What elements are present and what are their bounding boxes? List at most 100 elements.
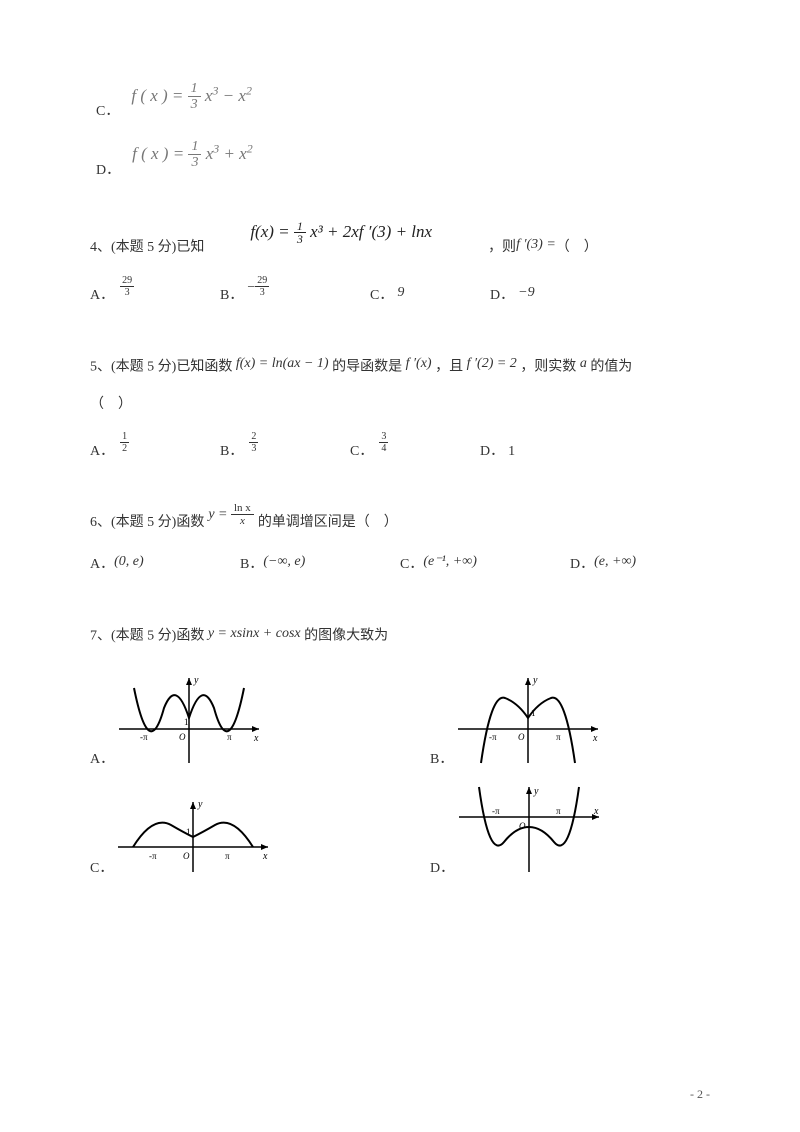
graph-b: y x 1 O -π π xyxy=(453,673,603,768)
q7-d-label: D． xyxy=(430,857,454,877)
opt-d-formula: f ( x ) = 13 x3 + x2 xyxy=(132,140,253,170)
den: 3 xyxy=(188,155,201,170)
q5-b-label: B． xyxy=(220,440,243,460)
val: −9 xyxy=(518,285,534,301)
svg-text:π: π xyxy=(556,732,561,742)
q7-row1: A． y x 1 O -π π B． xyxy=(90,673,710,768)
d: 3 xyxy=(255,287,269,298)
svg-text:y: y xyxy=(193,675,199,686)
q5-fpx: f ′(x) xyxy=(406,356,432,371)
num: 1 xyxy=(188,140,201,155)
q6-b-label: B． xyxy=(240,553,263,573)
opt-c-formula: f ( x ) = 13 x3 − x2 xyxy=(131,82,252,112)
q5-a-label: A． xyxy=(90,440,114,460)
num: 1 xyxy=(188,82,201,97)
q4-formula: f(x) = 13 x³ + 2xf ′(3) + lnx xyxy=(250,213,432,250)
d: 3 xyxy=(294,233,306,246)
q7-b-label: B． xyxy=(430,748,453,768)
q4-d-label: D． xyxy=(490,284,514,304)
svg-text:y: y xyxy=(532,675,538,686)
q5-paren: （ ） xyxy=(90,390,710,421)
q5-c-label: C． xyxy=(350,440,373,460)
svg-text:O: O xyxy=(519,821,526,831)
n: 29 xyxy=(255,276,269,287)
svg-text:O: O xyxy=(179,732,186,742)
d: 3 xyxy=(249,443,258,454)
svg-text:-π: -π xyxy=(489,732,497,742)
d: 4 xyxy=(379,443,388,454)
val: (0, e) xyxy=(114,554,144,570)
q5-mid4: 的值为 xyxy=(590,360,632,375)
graph-c: y x 1 O -π π xyxy=(113,797,273,877)
e2: 2 xyxy=(246,83,252,97)
e2: 2 xyxy=(247,142,253,156)
x2: x xyxy=(239,145,247,164)
q6-a-label: A． xyxy=(90,553,114,573)
q5-fp2: f ′(2) = 2 xyxy=(467,356,517,371)
q5-options: A． 12 B． 23 C． 34 D． 1 xyxy=(90,438,710,460)
q5-mid1: 的导函数是 xyxy=(332,360,402,375)
question-5: 5、(本题 5 分)已知函数 f(x) = ln(ax − 1) 的导函数是 f… xyxy=(90,352,710,460)
q5-mid3: ，则实数 xyxy=(520,360,576,375)
q5-prefix: 5、(本题 5 分)已知函数 xyxy=(90,360,232,375)
svg-text:O: O xyxy=(183,851,190,861)
fx: f ( x ) = xyxy=(131,86,183,105)
fx: f ( x ) = xyxy=(132,145,184,164)
q6-formula: y = ln xx xyxy=(208,500,253,531)
svg-text:1: 1 xyxy=(531,708,536,718)
d: 2 xyxy=(120,443,129,454)
rest: x³ + 2xf ′(3) + lnx xyxy=(310,222,432,241)
q7-suffix: 的图像大致为 xyxy=(304,629,388,644)
question-6: 6、(本题 5 分)函数 y = ln xx 的单调增区间是（ ） A． (0,… xyxy=(90,508,710,573)
n: 3 xyxy=(379,432,388,443)
q6-d-label: D． xyxy=(570,553,594,573)
q4-b-label: B． xyxy=(220,284,243,304)
svg-text:-π: -π xyxy=(149,851,157,861)
val: 9 xyxy=(397,285,404,301)
svg-text:-π: -π xyxy=(140,732,148,742)
svg-text:1: 1 xyxy=(186,827,191,837)
den: 3 xyxy=(188,97,201,112)
q4-prefix: 4、(本题 5 分)已知 xyxy=(90,233,204,264)
svg-text:π: π xyxy=(556,806,561,816)
svg-text:-π: -π xyxy=(492,806,500,816)
q4-paren: （ ） xyxy=(556,233,598,264)
q7-prefix: 7、(本题 5 分)函数 xyxy=(90,629,208,644)
opt-c-label: C． xyxy=(96,100,119,120)
n: ln x xyxy=(231,503,254,515)
svg-text:y: y xyxy=(197,799,203,810)
neg: − xyxy=(247,280,255,296)
question-7: 7、(本题 5 分)函数 y = xsinx + cosx 的图像大致为 A． … xyxy=(90,621,710,876)
q4-c-label: C． xyxy=(370,284,393,304)
x2: x xyxy=(238,86,246,105)
graph-a: y x 1 O -π π xyxy=(114,673,264,768)
y: y = xyxy=(208,507,231,522)
svg-text:O: O xyxy=(518,732,525,742)
svg-text:x: x xyxy=(592,733,598,744)
val: (e, +∞) xyxy=(594,554,636,570)
q4-a-label: A． xyxy=(90,284,114,304)
q4-fprime: f ′(3) = xyxy=(516,230,556,261)
q4-options: A． 293 B． − 293 C． 9 D． −9 xyxy=(90,282,710,304)
graph-d: y x O -π π xyxy=(454,782,604,877)
n: 1 xyxy=(120,432,129,443)
q7-c-label: C． xyxy=(90,857,113,877)
page-footer: - 2 - xyxy=(690,1087,710,1102)
q4-mid: ，则 xyxy=(488,233,516,264)
n: 1 xyxy=(294,220,306,233)
svg-text:1: 1 xyxy=(184,717,189,727)
q5-d-label: D． xyxy=(480,440,504,460)
q7-a-label: A． xyxy=(90,748,114,768)
d: x xyxy=(231,515,254,527)
opt-d-label: D． xyxy=(96,159,120,179)
e1: 3 xyxy=(213,142,219,156)
opt-d-row: D． f ( x ) = 13 x3 + x2 xyxy=(96,148,710,178)
d: 3 xyxy=(120,287,134,298)
q7-row2: C． y x 1 O -π π D． xyxy=(90,782,710,877)
opt-c-row: C． f ( x ) = 13 x3 − x2 xyxy=(96,90,710,120)
q5-mid2: ，且 xyxy=(435,360,463,375)
op: + xyxy=(223,145,234,164)
svg-text:x: x xyxy=(253,733,259,744)
val: (e⁻¹, +∞) xyxy=(423,553,477,570)
e1: 3 xyxy=(212,83,218,97)
